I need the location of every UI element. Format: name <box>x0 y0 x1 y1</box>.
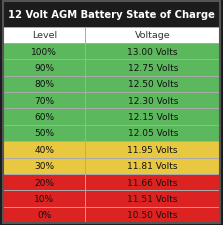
Text: 10%: 10% <box>34 194 54 203</box>
Text: Level: Level <box>32 31 57 40</box>
Text: 11.95 Volts: 11.95 Volts <box>128 145 178 154</box>
Text: 90%: 90% <box>34 64 54 73</box>
Bar <box>85 190 220 207</box>
Bar <box>3 190 85 207</box>
Text: 11.66 Volts: 11.66 Volts <box>128 178 178 187</box>
Text: 12 Volt AGM Battery State of Charge: 12 Volt AGM Battery State of Charge <box>8 10 215 20</box>
Text: 20%: 20% <box>34 178 54 187</box>
Text: 12.50 Volts: 12.50 Volts <box>128 80 178 89</box>
Bar <box>3 207 85 223</box>
Text: 13.00 Volts: 13.00 Volts <box>128 47 178 56</box>
Bar <box>3 76 85 93</box>
Bar <box>3 158 85 174</box>
Text: 12.75 Volts: 12.75 Volts <box>128 64 178 73</box>
Bar <box>3 174 85 190</box>
Bar <box>85 28 220 44</box>
Text: 40%: 40% <box>34 145 54 154</box>
Text: 70%: 70% <box>34 96 54 105</box>
Text: 100%: 100% <box>31 47 57 56</box>
Text: 10.50 Volts: 10.50 Volts <box>128 210 178 219</box>
Text: 12.05 Volts: 12.05 Volts <box>128 129 178 138</box>
Bar <box>3 93 85 109</box>
Bar <box>3 142 85 158</box>
Text: 11.81 Volts: 11.81 Volts <box>128 162 178 171</box>
Bar <box>85 44 220 60</box>
Text: 12.15 Volts: 12.15 Volts <box>128 113 178 122</box>
Text: 30%: 30% <box>34 162 54 171</box>
Bar <box>3 109 85 125</box>
Bar <box>85 125 220 142</box>
Bar <box>85 158 220 174</box>
Bar <box>3 60 85 76</box>
Bar <box>3 44 85 60</box>
Bar <box>85 174 220 190</box>
Text: 0%: 0% <box>37 210 52 219</box>
Text: Voltage: Voltage <box>135 31 171 40</box>
Text: 11.51 Volts: 11.51 Volts <box>128 194 178 203</box>
Text: 12.30 Volts: 12.30 Volts <box>128 96 178 105</box>
Text: 50%: 50% <box>34 129 54 138</box>
Bar <box>3 125 85 142</box>
Bar <box>3 2 220 28</box>
Bar <box>85 76 220 93</box>
Bar <box>85 109 220 125</box>
Bar <box>85 142 220 158</box>
Bar <box>85 60 220 76</box>
Bar <box>85 207 220 223</box>
Bar <box>3 28 85 44</box>
Text: 60%: 60% <box>34 113 54 122</box>
Text: 80%: 80% <box>34 80 54 89</box>
Bar <box>85 93 220 109</box>
